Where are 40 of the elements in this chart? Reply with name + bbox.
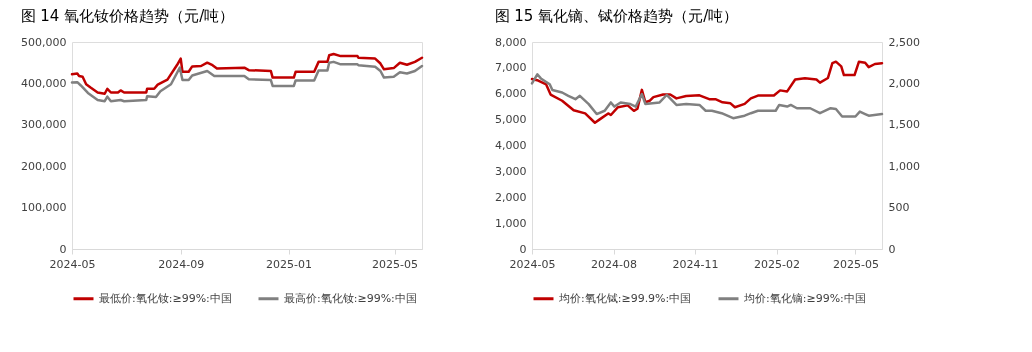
y-tick-label: 3,000 [495,164,527,178]
line-series [530,73,884,120]
x-tick-label: 2025-05 [372,257,419,271]
legend-label: 最低价:氧化钕:≥99%:中国 [99,291,232,305]
y-tick-label: 300,000 [21,118,67,132]
y-tick-label: 200,000 [21,159,67,173]
x-tick-label: 2025-01 [266,257,313,271]
legend-label: 均价:氧化铽:≥99.9%:中国 [558,291,692,305]
y-tick-label: 7,000 [495,61,527,75]
y2-tick-label: 2,000 [888,76,920,90]
x-tick-label: 2024-09 [158,257,205,271]
y-tick-label: 400,000 [21,76,67,90]
y-tick-label: 0 [519,242,527,256]
y-tick-label: 4,000 [495,139,527,152]
x-tick-label: 2024-05 [509,257,556,271]
x-tick-label: 2024-11 [672,257,719,271]
y-tick-label: 2,000 [495,190,527,204]
y2-tick-label: 2,500 [888,35,920,49]
legend-label: 均价:氧化镝:≥99%:中国 [743,291,866,305]
x-tick-label: 2025-05 [832,257,879,271]
legend-label: 最高价:氧化钕:≥99%:中国 [284,291,417,305]
x-tick-label: 2024-08 [591,257,637,271]
line-series [530,60,884,124]
x-tick-label: 2025-02 [754,257,801,271]
chart-title: 图 15 氧化镝、铽价格趋势（元/吨） [494,7,739,25]
line-series [70,52,424,95]
y-tick-label: 500,000 [21,35,67,49]
x-tick-label: 2024-05 [49,257,96,271]
y-tick-label: 1,000 [495,216,527,230]
chart-title: 图 14 氧化钕价格趋势（元/吨） [20,7,235,25]
y2-tick-label: 1,000 [888,159,920,173]
line-series [70,60,424,103]
y-tick-label: 0 [59,242,67,256]
y2-tick-label: 500 [888,201,910,215]
y-tick-label: 6,000 [495,87,527,101]
y2-tick-label: 1,500 [888,118,920,132]
y-tick-label: 100,000 [21,201,67,215]
y-tick-label: 8,000 [495,35,527,49]
y2-tick-label: 0 [888,242,896,256]
y-tick-label: 5,000 [495,113,527,127]
